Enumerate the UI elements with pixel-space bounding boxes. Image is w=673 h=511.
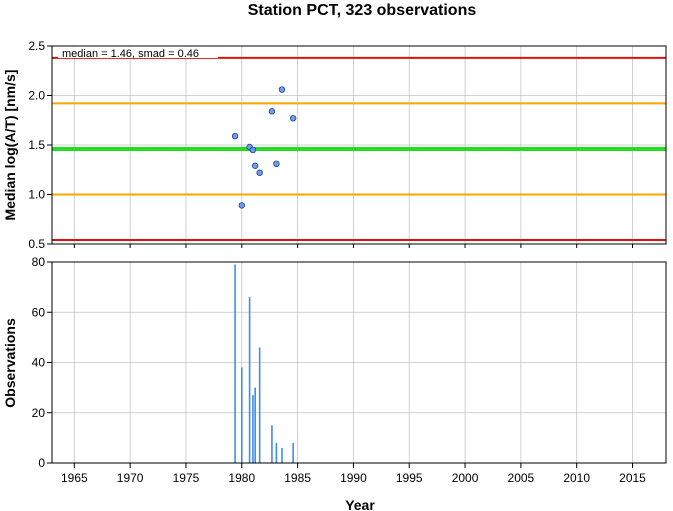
x-axis-label: Year: [345, 497, 375, 511]
x-tick-label: 1965: [61, 471, 88, 485]
bottom-y-tick-label: 40: [32, 356, 46, 370]
top-y-tick-label: 1.5: [28, 138, 45, 152]
x-tick-label: 1985: [284, 471, 311, 485]
top-reference-lines: [52, 56, 666, 242]
scatter-point: [231, 132, 239, 140]
top-y-axis: 0.5 1.0 1.5 2.0 2.5: [28, 39, 634, 251]
top-panel: 0.5 1.0 1.5 2.0 2.5 median = 1.46, smad = 0.…: [2, 39, 667, 251]
x-tick-label: 1970: [117, 471, 144, 485]
x-tick-label: 1980: [228, 471, 255, 485]
x-tick-label: 2000: [452, 471, 479, 485]
bottom-y-axis-label: Observations: [2, 318, 18, 408]
scatter-point: [256, 169, 263, 176]
scatter-point: [278, 86, 286, 93]
bottom-panel: 0 20 40 60 80 1965 1970 1975 1980 1985 1990 1995 20…: [2, 255, 667, 511]
scatter-point: [273, 160, 280, 168]
top-y-tick-label: 2.0: [28, 89, 45, 103]
bottom-y-axis: 0 20 40 60 80: [32, 255, 52, 470]
x-tick-label: 1990: [340, 471, 367, 485]
bottom-bars: [234, 264, 294, 463]
top-gridlines: [52, 45, 666, 245]
annotation-background: [58, 47, 218, 58]
x-tick-label: 2005: [508, 471, 535, 485]
x-tick-label: 1975: [173, 471, 200, 485]
x-tick-label: 1995: [396, 471, 423, 485]
top-scatter-points: [231, 86, 297, 209]
bottom-gridlines: [52, 261, 666, 464]
scatter-point: [251, 162, 259, 169]
bottom-y-tick-label: 80: [32, 255, 46, 269]
scatter-point: [238, 202, 245, 209]
bottom-y-tick-label: 20: [32, 406, 46, 420]
bottom-y-tick-label: 0: [38, 456, 45, 470]
scatter-point: [289, 115, 297, 122]
x-tick-label: 2010: [563, 471, 590, 485]
top-y-tick-label: 1.0: [28, 188, 45, 202]
bottom-x-axis: 1965 1970 1975 1980 1985 1990 1995 2000 2005 2010…: [61, 463, 646, 485]
x-tick-label: 2015: [619, 471, 646, 485]
top-y-tick-label: 0.5: [28, 237, 45, 251]
chart-title: Station PCT, 323 observations: [248, 2, 477, 19]
top-y-tick-label: 2.5: [28, 39, 45, 53]
top-y-axis-label: Median log(A/T) [nm/s]: [2, 70, 18, 221]
stats-annotation: median = 1.46, smad = 0.46: [62, 48, 199, 60]
bottom-y-tick-label: 60: [32, 305, 46, 319]
scatter-point: [268, 108, 276, 115]
scatter-point: [249, 146, 257, 154]
